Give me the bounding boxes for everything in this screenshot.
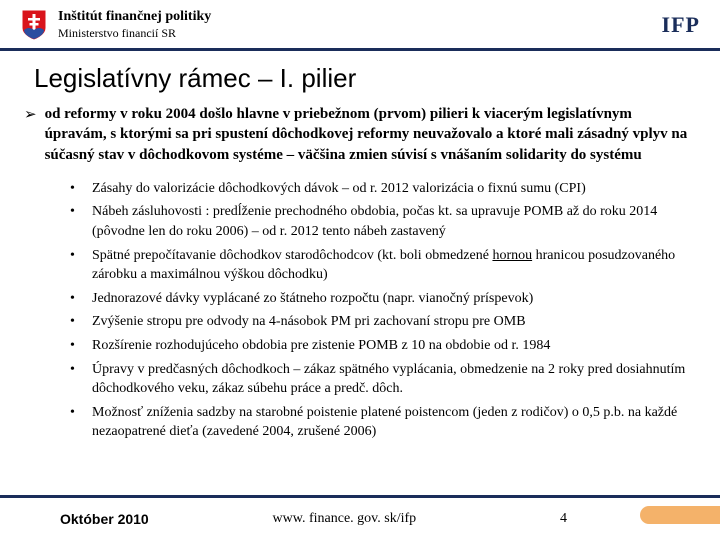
arrow-bullet-icon: ➢: [24, 104, 37, 125]
list-item: Nábeh zásluhovosti : predĺženie prechodn…: [70, 202, 696, 241]
intro-text: od reformy v roku 2004 došlo hlavne v pr…: [45, 104, 696, 165]
intro-row: ➢ od reformy v roku 2004 došlo hlavne v …: [24, 104, 696, 165]
header-text: Inštitút finančnej politiky Ministerstvo…: [58, 9, 211, 40]
list-item: Možnosť zníženia sadzby na starobné pois…: [70, 403, 696, 442]
org-subtitle: Ministerstvo financií SR: [58, 26, 211, 40]
list-item: Zásahy do valorizácie dôchodkových dávok…: [70, 179, 696, 199]
footer-date: Október 2010: [60, 511, 149, 527]
content: ➢ od reformy v roku 2004 došlo hlavne v …: [0, 104, 720, 442]
page-title: Legislatívny rámec – I. pilier: [0, 51, 720, 104]
list-item: Spätné prepočítavanie dôchodkov starodôc…: [70, 246, 696, 285]
org-name: Inštitút finančnej politiky: [58, 9, 211, 26]
list-item: Jednorazové dávky vyplácané zo štátneho …: [70, 289, 696, 309]
bullet-list: Zásahy do valorizácie dôchodkových dávok…: [24, 179, 696, 442]
ifp-logo: IFP: [662, 12, 700, 38]
footer-page: 4: [540, 511, 680, 527]
footer: Október 2010 www. finance. gov. sk/ifp 4: [0, 498, 720, 540]
list-item: Úpravy v predčasných dôchodkoch – zákaz …: [70, 360, 696, 399]
header: Inštitút finančnej politiky Ministerstvo…: [0, 0, 720, 48]
list-item: Rozšírenie rozhodujúceho obdobia pre zis…: [70, 336, 696, 356]
slovak-emblem-icon: [20, 8, 48, 42]
header-left: Inštitút finančnej politiky Ministerstvo…: [20, 8, 211, 42]
list-item: Zvýšenie stropu pre odvody na 4-násobok …: [70, 312, 696, 332]
footer-url: www. finance. gov. sk/ifp: [149, 511, 540, 527]
